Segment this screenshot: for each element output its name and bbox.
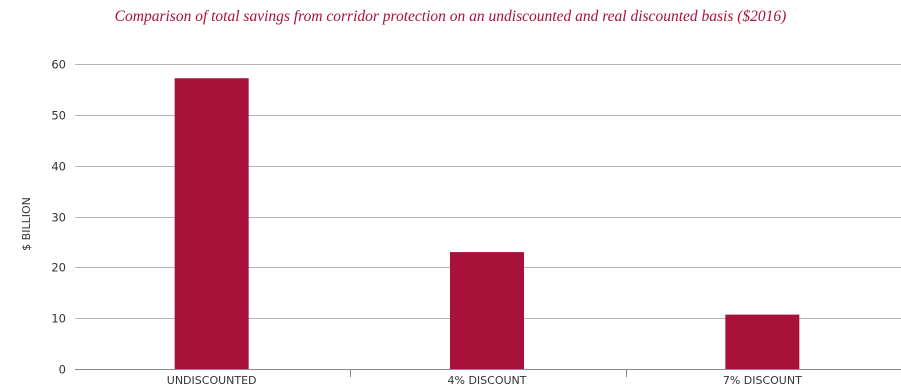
- bars: [174, 78, 800, 369]
- x-category-label: 7% DISCOUNT: [723, 374, 802, 387]
- y-tick-label-20: 20: [51, 261, 66, 275]
- y-tick-label-40: 40: [51, 160, 66, 174]
- axes: 0 10 20 30 40 50 60 UNDISCOUNTED 4% DISCOUNT 7% D…: [51, 58, 802, 388]
- y-tick-label-50: 50: [51, 109, 66, 123]
- bar-undiscounted: [174, 78, 249, 369]
- y-axis-title: $ BILLION: [20, 197, 33, 251]
- bar-7-discount: [725, 314, 800, 369]
- y-tick-label-0: 0: [59, 363, 66, 377]
- chart-title: Comparison of total savings from corrido…: [114, 8, 787, 25]
- x-category-label: UNDISCOUNTED: [167, 374, 257, 387]
- x-category-label: 4% DISCOUNT: [448, 374, 527, 387]
- bar-4-discount: [450, 252, 524, 369]
- y-tick-label-10: 10: [51, 312, 66, 326]
- y-tick-label-60: 60: [51, 58, 66, 72]
- y-tick-label-30: 30: [51, 211, 66, 225]
